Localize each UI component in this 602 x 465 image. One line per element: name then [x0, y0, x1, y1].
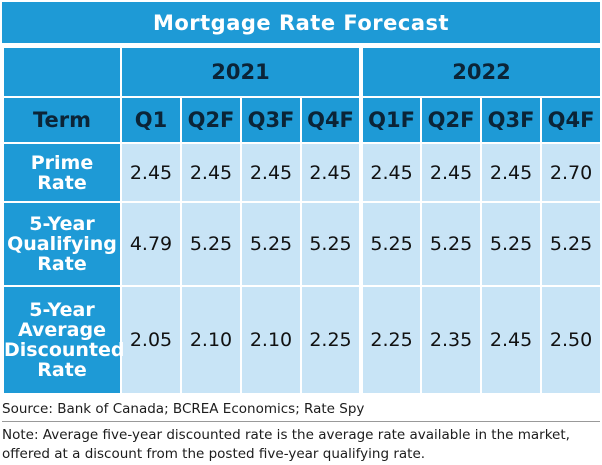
quarter-header: Q1F: [359, 96, 423, 144]
table-title: Mortgage Rate Forecast: [2, 2, 600, 46]
corner-cell: [2, 46, 122, 98]
year-2021-header: 2021: [119, 46, 363, 98]
quarter-header: Q3F: [480, 96, 543, 144]
rate-cell: 2.45: [480, 285, 543, 395]
quarter-header: Q3F: [240, 96, 302, 144]
source-text: Source: Bank of Canada; BCREA Economics;…: [2, 399, 600, 422]
rate-cell: 2.45: [359, 142, 423, 203]
rate-cell: 5.25: [180, 201, 242, 287]
rate-cell: 2.45: [240, 142, 302, 203]
rate-cell: 2.05: [120, 285, 182, 395]
quarter-header: Q1: [120, 96, 182, 144]
rate-cell: 5.25: [359, 201, 423, 287]
rate-cell: 5.25: [240, 201, 302, 287]
row-label-qualifying-rate: 5-Year Qualifying Rate: [2, 201, 122, 287]
rate-cell: 2.45: [480, 142, 543, 203]
rate-cell: 2.45: [120, 142, 182, 203]
forecast-table: 2021 2022 Term Q1 Q2F Q3F Q4F Q1F Q2F Q3…: [2, 46, 602, 395]
row-label-prime-rate: Prime Rate: [2, 142, 122, 203]
rate-cell: 2.45: [299, 142, 363, 203]
year-2022-header: 2022: [359, 46, 602, 98]
table-row: 5-Year Qualifying Rate 4.79 5.25 5.25 5.…: [2, 201, 602, 287]
row-label-discounted-rate: 5-Year Average Discounted Rate: [2, 285, 125, 395]
note-text: Note: Average five-year discounted rate …: [2, 427, 570, 462]
rate-cell: 2.10: [180, 285, 242, 395]
term-header: Term: [2, 96, 122, 144]
rate-cell: 2.50: [540, 285, 602, 395]
rate-cell: 2.45: [420, 142, 483, 203]
rate-cell: 2.10: [240, 285, 302, 395]
rate-cell: 5.25: [299, 201, 363, 287]
rate-cell: 5.25: [480, 201, 543, 287]
rate-cell: 2.45: [180, 142, 242, 203]
rate-cell: 5.25: [540, 201, 602, 287]
rate-cell: 4.79: [120, 201, 182, 287]
rate-cell: 5.25: [420, 201, 483, 287]
quarter-header: Q2F: [420, 96, 483, 144]
rate-cell: 2.25: [359, 285, 423, 395]
quarter-header: Q4F: [299, 96, 363, 144]
rate-cell: 2.70: [540, 142, 602, 203]
quarter-header: Q2F: [180, 96, 242, 144]
table-row: 5-Year Average Discounted Rate 2.05 2.10…: [2, 285, 602, 395]
table-row: Prime Rate 2.45 2.45 2.45 2.45 2.45 2.45…: [2, 142, 602, 203]
rate-cell: 2.35: [420, 285, 483, 395]
quarter-header: Q4F: [540, 96, 602, 144]
year-header-row: 2021 2022: [2, 46, 602, 98]
rate-cell: 2.25: [299, 285, 363, 395]
quarter-header-row: Term Q1 Q2F Q3F Q4F Q1F Q2F Q3F Q4F: [2, 96, 602, 144]
